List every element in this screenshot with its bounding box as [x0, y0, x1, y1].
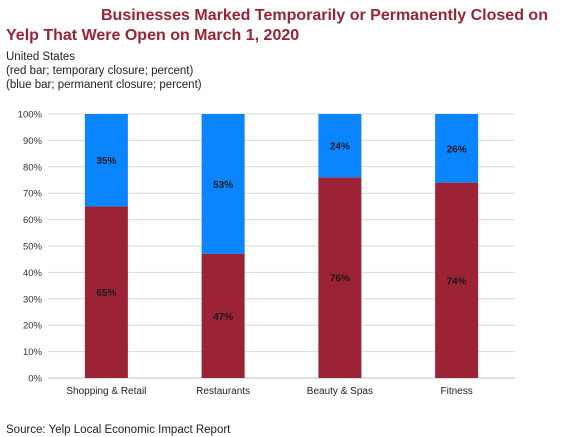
y-tick-label: 90%	[23, 136, 43, 147]
y-tick-label: 100%	[18, 110, 43, 121]
chart-subtitle: United States (red bar; temporary closur…	[6, 50, 202, 92]
permanent-closure-bar	[435, 114, 479, 183]
subtitle-line-1: United States	[6, 51, 76, 63]
chart-title-line-1: Businesses Marked Temporarily or Permane…	[101, 7, 548, 24]
subtitle-line-2: (red bar; temporary closure; percent)	[6, 65, 194, 77]
permanent-closure-bar	[84, 114, 128, 207]
permanent-closure-bar	[201, 114, 245, 254]
bar-layer	[84, 114, 479, 378]
y-tick-label: 50%	[23, 242, 43, 253]
x-category-label: Fitness	[441, 386, 473, 397]
permanent-closure-bar	[318, 114, 362, 178]
temporary-closure-bar	[84, 206, 128, 378]
chart-title-line-2: Yelp That Were Open on March 1, 2020	[6, 27, 300, 44]
y-tick-label: 30%	[23, 294, 43, 305]
y-tick-label: 80%	[23, 162, 43, 173]
y-tick-label: 0%	[28, 374, 42, 385]
y-tick-label: 20%	[23, 321, 43, 332]
y-tick-label: 60%	[23, 215, 43, 226]
y-tick-label: 70%	[23, 189, 43, 200]
permanent-closure-label: 53%	[213, 180, 233, 191]
temporary-closure-bar	[318, 177, 362, 378]
x-category-label: Shopping & Retail	[66, 386, 146, 397]
temporary-closure-bar	[201, 253, 245, 378]
temporary-closure-label: 47%	[213, 312, 233, 323]
x-category-label: Beauty & Spas	[307, 386, 373, 397]
permanent-closure-label: 26%	[447, 144, 467, 155]
temporary-closure-label: 65%	[96, 288, 116, 299]
subtitle-line-3: (blue bar; permanent closure; percent)	[6, 79, 202, 91]
y-tick-label: 10%	[23, 347, 43, 358]
source-note: Source: Yelp Local Economic Impact Repor…	[6, 424, 231, 436]
y-tick-label: 40%	[23, 268, 43, 279]
permanent-closure-label: 24%	[330, 142, 350, 153]
label-layer: 0% 10% 20% 30% 40% 50% 60% 70% 80% 90% 100% 65% 35% S…	[18, 110, 473, 398]
temporary-closure-label: 74%	[447, 276, 467, 287]
permanent-closure-label: 35%	[96, 156, 116, 167]
chart-title: Businesses Marked Temporarily or Permane…	[6, 6, 580, 46]
x-category-label: Restaurants	[196, 386, 250, 397]
temporary-closure-label: 76%	[330, 274, 350, 285]
temporary-closure-bar	[435, 182, 479, 378]
